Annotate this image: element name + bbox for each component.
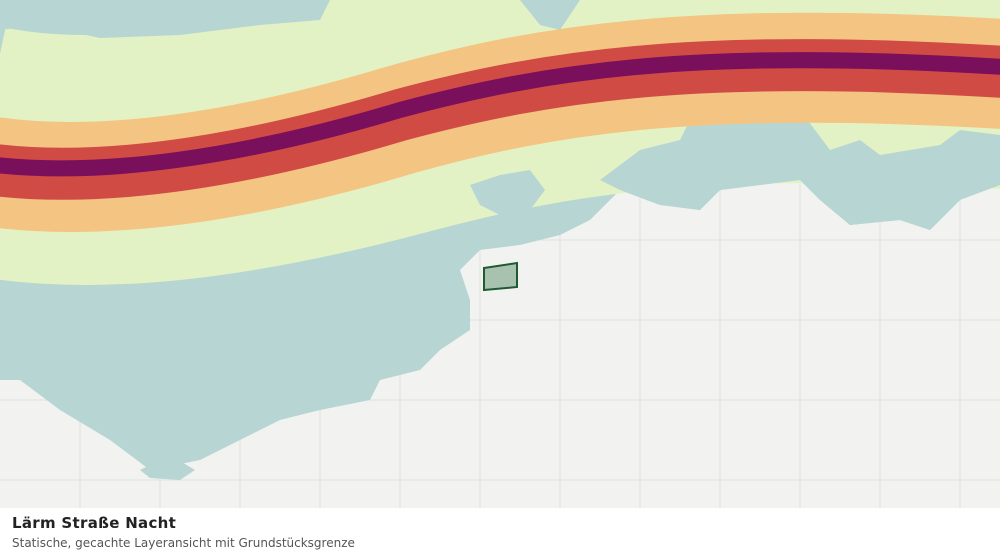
caption-title: Lärm Straße Nacht <box>12 514 177 532</box>
noise-zone-purple <box>0 52 1000 177</box>
parcel-boundary <box>483 261 518 292</box>
map <box>0 0 1000 508</box>
caption: Lärm Straße Nacht Statische, gecachte La… <box>12 514 355 550</box>
noise-zone-low-overlay <box>0 0 1000 230</box>
caption-subtitle: Statische, gecachte Layeransicht mit Gru… <box>12 536 355 550</box>
